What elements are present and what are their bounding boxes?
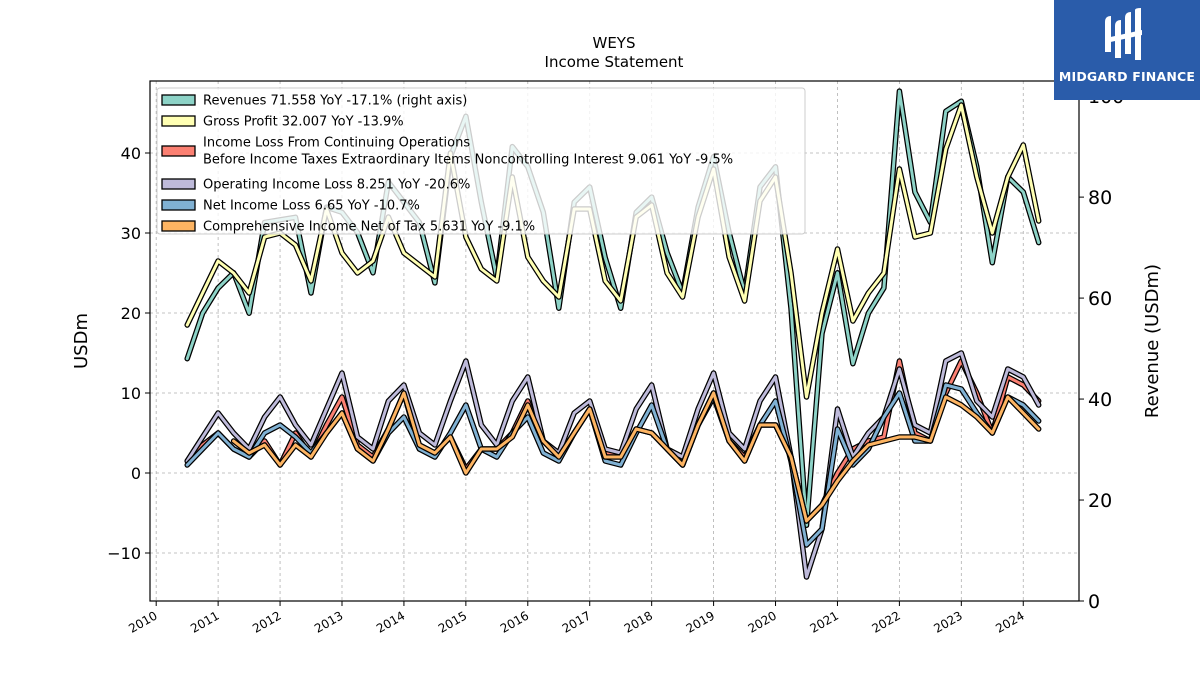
legend-swatch <box>161 94 196 106</box>
x-tick-label: 2012 <box>250 608 283 635</box>
y-axis-left: −10 0 10 20 30 40 <box>107 144 150 563</box>
brand-logo: MIDGARD FINANCE <box>1054 0 1200 100</box>
x-tick-label: 2018 <box>622 608 655 635</box>
x-tick-label: 2024 <box>993 608 1026 635</box>
legend-label: Revenues 71.558 YoY -17.1% (right axis) <box>203 94 467 109</box>
x-tick-label: 2022 <box>869 608 902 635</box>
x-tick-label: 2017 <box>560 608 593 635</box>
y2-tick-label: 80 <box>1088 187 1112 209</box>
chart-title: WEYS <box>593 34 636 52</box>
x-tick-label: 2014 <box>374 608 407 635</box>
legend-swatch <box>161 178 196 190</box>
midgard-monogram-icon <box>1105 8 1142 60</box>
legend-box <box>156 87 806 235</box>
y2-tick-label: 60 <box>1088 288 1112 310</box>
y-tick-label: 30 <box>121 224 141 243</box>
legend-label: Comprehensive Income Net of Tax 5.631 Yo… <box>203 220 535 235</box>
legend-swatch <box>161 115 196 127</box>
x-tick-label: 2020 <box>746 608 779 635</box>
y-tick-label: 0 <box>131 464 141 483</box>
y2-tick-label: 0 <box>1088 591 1100 613</box>
x-tick-label: 2013 <box>312 608 345 635</box>
y-axis-right: 020406080100 <box>1079 86 1124 613</box>
y-tick-label: 40 <box>121 144 141 163</box>
x-tick-label: 2010 <box>126 608 159 635</box>
x-tick-label: 2016 <box>498 608 531 635</box>
y2-tick-label: 40 <box>1088 389 1112 411</box>
y-axis-left-label: USDm <box>71 313 92 369</box>
series-line-5 <box>232 391 1041 523</box>
legend-swatch <box>161 145 196 157</box>
legend-swatch <box>161 220 196 232</box>
x-axis: 2010 2011 2012 2013 2014 2015 2016 2017 2018 2019… <box>126 601 1027 636</box>
chart-subtitle: Income Statement <box>545 53 684 71</box>
y-axis-right-label: Revenue (USDm) <box>1142 264 1163 418</box>
legend-label: Income Loss From Continuing Operations Be… <box>203 136 733 168</box>
legend: Revenues 71.558 YoY -17.1% (right axis) G… <box>156 87 806 235</box>
brand-name: MIDGARD FINANCE <box>1058 69 1196 84</box>
y2-tick-label: 20 <box>1088 490 1112 512</box>
y-tick-label: −10 <box>107 544 141 563</box>
x-tick-label: 2021 <box>808 608 841 635</box>
series-line-3 <box>185 351 1041 579</box>
legend-swatch <box>161 199 196 211</box>
x-tick-label: 2015 <box>436 608 469 635</box>
x-tick-label: 2019 <box>684 608 717 635</box>
series-layer <box>184 88 1042 580</box>
plot-frame <box>149 80 1080 602</box>
y-tick-label: 10 <box>121 384 141 403</box>
y-tick-label: 20 <box>121 304 141 323</box>
x-tick-label: 2011 <box>188 608 221 635</box>
legend-label: Net Income Loss 6.65 YoY -10.7% <box>203 199 420 214</box>
legend-label: Gross Profit 32.007 YoY -13.9% <box>203 115 404 130</box>
x-tick-label: 2023 <box>931 608 964 635</box>
legend-label: Operating Income Loss 8.251 YoY -20.6% <box>203 178 470 193</box>
